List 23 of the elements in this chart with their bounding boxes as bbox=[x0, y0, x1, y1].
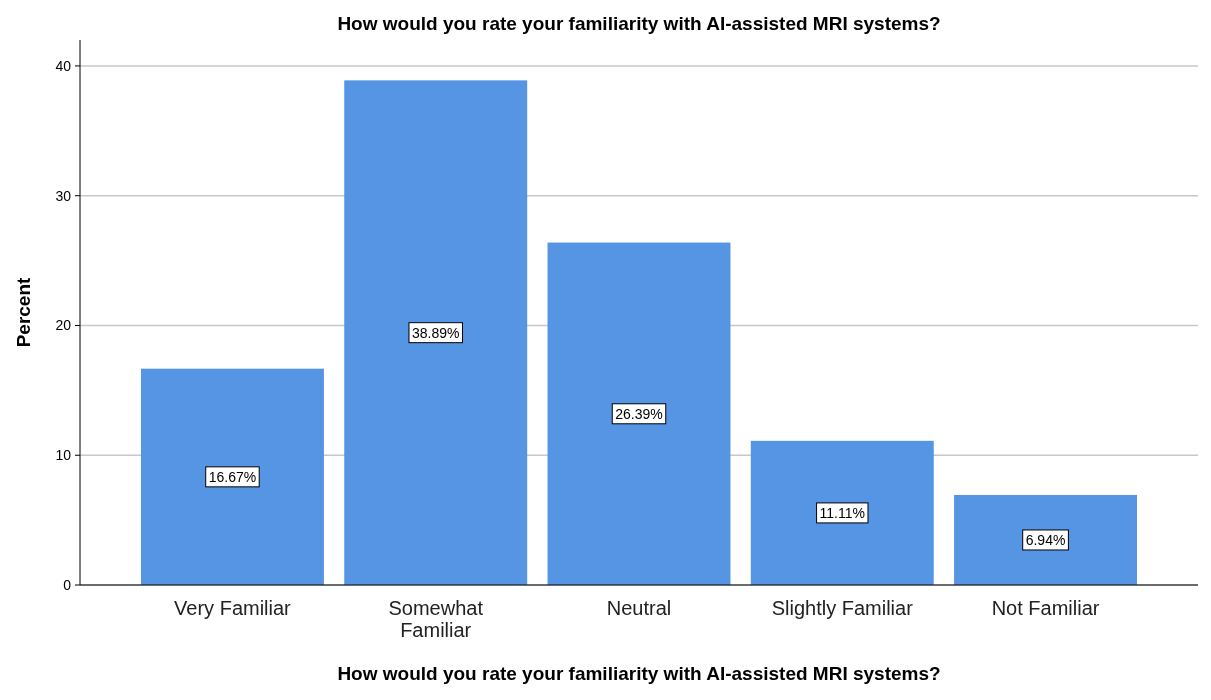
x-axis-title: How would you rate your familiarity with AI-assisted MRI systems? bbox=[337, 663, 941, 684]
bar bbox=[547, 242, 731, 585]
y-axis-title: Percent bbox=[13, 276, 34, 348]
y-tick-label: 30 bbox=[55, 187, 72, 204]
data-label: 16.67% bbox=[208, 468, 257, 485]
x-tick-label: Very Familiar bbox=[174, 597, 292, 619]
y-tick-label: 0 bbox=[63, 577, 72, 593]
y-tick-label: 20 bbox=[55, 317, 72, 334]
y-tick-label: 40 bbox=[55, 57, 72, 74]
x-tick-label: Slightly Familiar bbox=[771, 597, 914, 619]
bar bbox=[750, 440, 934, 585]
bar bbox=[954, 494, 1138, 585]
x-tick-label: Neutral bbox=[606, 597, 672, 619]
x-tick-label: Not Familiar bbox=[991, 597, 1100, 619]
data-label: 38.89% bbox=[411, 324, 460, 341]
y-tick-label: 10 bbox=[55, 447, 72, 464]
x-tick-label: Somewhat Familiar bbox=[388, 597, 484, 641]
bar bbox=[344, 80, 528, 585]
data-label: 26.39% bbox=[615, 405, 663, 422]
data-label: 6.94% bbox=[1025, 531, 1066, 548]
bar bbox=[140, 368, 324, 585]
data-label: 11.11% bbox=[819, 504, 865, 521]
chart-title: How would you rate your familiarity with AI-assisted MRI systems? bbox=[337, 13, 941, 34]
